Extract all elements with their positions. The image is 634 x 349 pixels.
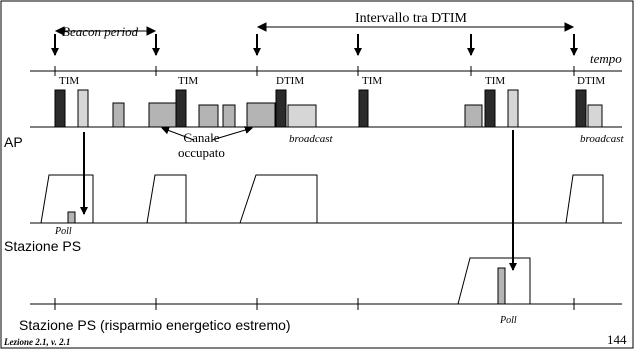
- broadcast-frame: [287, 104, 317, 128]
- broadcast-frame: [587, 104, 603, 128]
- dtim-interval-label: Intervallo tra DTIM: [355, 11, 467, 26]
- dtim-interval-arrow: [256, 22, 575, 32]
- time-label: tempo: [590, 51, 622, 66]
- broadcast-label: broadcast: [580, 133, 624, 145]
- data-frame: [507, 89, 519, 128]
- data-frame: [112, 102, 125, 128]
- data-frame: [464, 104, 483, 128]
- awake-window: [239, 174, 318, 224]
- ps-extreme-label: Stazione PS (risparmio energetico estrem…: [19, 317, 291, 333]
- beacon-period-arrow: [54, 26, 157, 36]
- beacon-frame: [175, 89, 187, 128]
- broadcast-label: broadcast: [289, 133, 333, 145]
- busy-channel-frame: [246, 102, 276, 128]
- awake-window: [565, 174, 604, 224]
- beacon-period-label: Beacon period: [62, 24, 139, 39]
- ap-frames: [54, 89, 603, 128]
- awake-window: [40, 174, 94, 224]
- poll-frame: [67, 211, 76, 224]
- lesson-footer: Lezione 2.1, v. 2.1: [4, 337, 71, 347]
- page-number: 144: [607, 332, 627, 347]
- busy-channel-pointers: [161, 126, 253, 141]
- data-frame: [222, 104, 236, 128]
- beacon-frame: [54, 89, 66, 128]
- poll-label: Poll: [55, 226, 72, 237]
- poll-frame-extreme: [497, 267, 506, 305]
- ps-station-awake-windows: [40, 174, 604, 224]
- busy-channel-label: Canale occupato: [178, 130, 225, 160]
- tim-label: TIM: [59, 75, 80, 87]
- beacon-arrows: [51, 34, 578, 56]
- busy-channel-frame: [148, 102, 177, 128]
- data-frame: [77, 89, 89, 128]
- tim-label: TIM: [362, 75, 383, 87]
- awake-window-extreme: [457, 257, 531, 305]
- tim-label: TIM: [485, 75, 506, 87]
- poll-label: Poll: [500, 315, 517, 326]
- beacon-frame: [484, 89, 496, 128]
- data-frame: [198, 104, 219, 128]
- ps-station-label: Stazione PS: [4, 238, 82, 254]
- dtim-beacon-frame: [575, 89, 587, 128]
- dtim-beacon-frame: [275, 89, 287, 128]
- tim-label: TIM: [178, 75, 199, 87]
- beacon-frame: [358, 89, 369, 128]
- dtim-label: DTIM: [577, 75, 606, 87]
- dtim-label: DTIM: [276, 75, 305, 87]
- awake-window: [146, 174, 187, 224]
- ap-label: AP: [4, 134, 23, 150]
- ps-extreme-ticks: [54, 298, 575, 310]
- time-axis-ticks: [54, 66, 575, 76]
